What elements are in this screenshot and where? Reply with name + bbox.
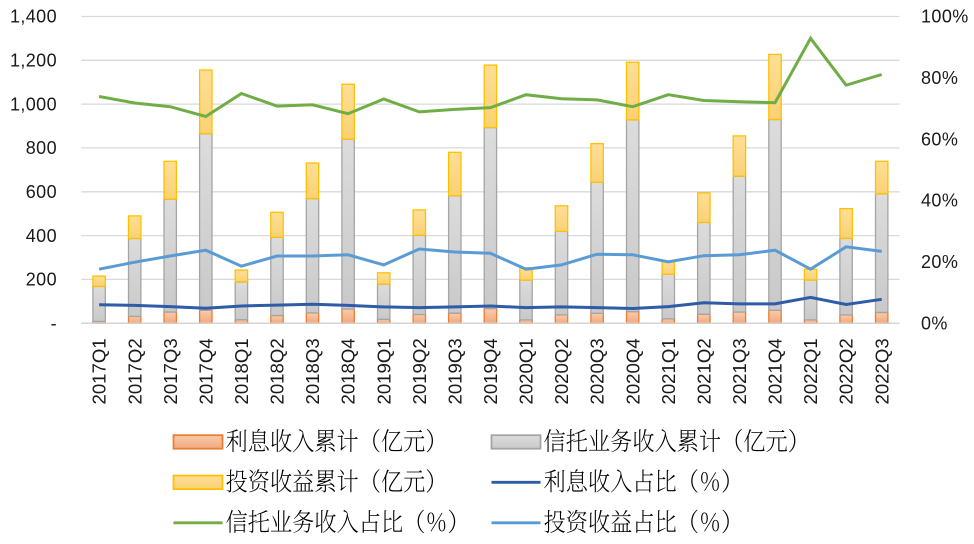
svg-text:0%: 0% (921, 313, 948, 333)
svg-text:2017Q3: 2017Q3 (160, 338, 181, 404)
svg-text:2020Q3: 2020Q3 (587, 338, 608, 404)
svg-text:2019Q4: 2019Q4 (480, 338, 501, 404)
svg-text:2019Q3: 2019Q3 (444, 338, 465, 404)
svg-text:80%: 80% (921, 68, 958, 88)
svg-text:60%: 60% (921, 129, 958, 149)
svg-text:2022Q2: 2022Q2 (836, 338, 857, 404)
svg-text:-: - (51, 313, 57, 333)
svg-text:2019Q2: 2019Q2 (409, 338, 430, 404)
svg-text:2021Q3: 2021Q3 (729, 338, 750, 404)
svg-text:600: 600 (26, 182, 57, 202)
svg-text:2021Q1: 2021Q1 (658, 338, 679, 404)
svg-text:2021Q4: 2021Q4 (765, 338, 786, 404)
svg-text:2018Q3: 2018Q3 (302, 338, 323, 404)
svg-text:400: 400 (26, 226, 57, 246)
svg-text:1,200: 1,200 (10, 51, 57, 71)
svg-text:2021Q2: 2021Q2 (693, 338, 714, 404)
svg-text:2018Q1: 2018Q1 (231, 338, 252, 404)
svg-text:2017Q2: 2017Q2 (124, 338, 145, 404)
svg-text:100%: 100% (921, 7, 969, 27)
svg-text:2020Q4: 2020Q4 (622, 338, 643, 404)
svg-text:2020Q1: 2020Q1 (516, 338, 537, 404)
svg-text:2017Q4: 2017Q4 (195, 338, 216, 404)
svg-text:200: 200 (26, 270, 57, 290)
svg-text:2022Q3: 2022Q3 (871, 338, 892, 404)
svg-text:800: 800 (26, 138, 57, 158)
svg-text:2022Q1: 2022Q1 (800, 338, 821, 404)
svg-text:2017Q1: 2017Q1 (89, 338, 110, 404)
svg-text:2018Q2: 2018Q2 (267, 338, 288, 404)
svg-text:2020Q2: 2020Q2 (551, 338, 572, 404)
svg-text:1,400: 1,400 (10, 7, 57, 27)
svg-text:40%: 40% (921, 191, 958, 211)
svg-text:2018Q4: 2018Q4 (338, 338, 359, 404)
svg-text:2019Q1: 2019Q1 (373, 338, 394, 404)
svg-text:1,000: 1,000 (10, 94, 57, 114)
svg-text:20%: 20% (921, 252, 958, 272)
